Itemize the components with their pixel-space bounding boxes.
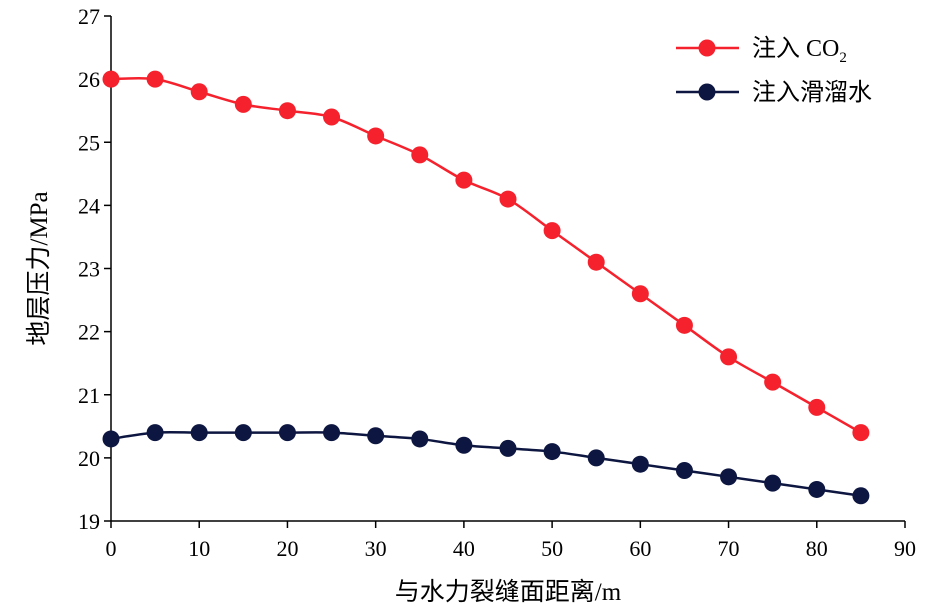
plot-area: 19 20 21 22 23 24 25 26 27 0 10 20 30 40 50 60 70 80 90 — [78, 4, 916, 561]
legend-subscript: 2 — [839, 50, 847, 66]
x-tick-label: 10 — [188, 536, 210, 561]
data-point — [852, 487, 870, 505]
data-point — [675, 462, 693, 479]
data-point — [543, 443, 561, 461]
data-point — [764, 373, 782, 391]
x-tick-label: 70 — [718, 536, 740, 561]
data-point — [543, 222, 561, 240]
data-point — [720, 468, 738, 486]
data-point — [587, 449, 605, 467]
data-point — [146, 424, 164, 442]
y-tick-label: 23 — [78, 257, 100, 282]
data-point — [455, 171, 473, 189]
y-tick-label: 22 — [78, 320, 100, 345]
data-point — [411, 430, 429, 448]
data-point — [190, 424, 208, 442]
data-point — [367, 127, 385, 145]
x-tick-label: 30 — [365, 536, 387, 561]
data-point — [234, 424, 252, 442]
data-point — [102, 70, 120, 88]
data-point — [631, 455, 649, 473]
y-tick-label: 19 — [78, 509, 100, 534]
data-point — [102, 430, 120, 448]
data-point — [411, 146, 429, 164]
data-point — [234, 95, 252, 113]
data-point — [278, 102, 296, 120]
x-tick-label: 0 — [106, 536, 117, 561]
x-tick-label: 90 — [894, 536, 916, 561]
x-axis-title: 与水力裂缝面距离/m — [395, 578, 622, 606]
data-point — [499, 439, 517, 457]
x-tick-label: 40 — [453, 536, 475, 561]
y-axis-title: 地层压力/MPa — [25, 191, 53, 345]
legend: 注入 CO2 注入滑溜水 — [676, 35, 872, 106]
data-point — [720, 348, 738, 366]
y-tick-label: 21 — [78, 383, 100, 408]
y-tick-label: 26 — [78, 67, 100, 92]
data-point — [146, 70, 164, 88]
x-tick-label: 60 — [629, 536, 651, 561]
data-point — [631, 285, 649, 303]
data-point — [190, 83, 208, 101]
legend-marker — [698, 39, 716, 57]
series-line-1 — [110, 76, 862, 434]
data-point — [764, 474, 782, 492]
y-tick-label: 25 — [78, 130, 100, 155]
series-line-2 — [110, 430, 862, 497]
legend-marker — [698, 83, 716, 101]
legend-label: 注入 CO2 — [752, 35, 847, 66]
data-point — [675, 316, 693, 334]
x-tick-label: 20 — [276, 536, 298, 561]
x-tick-label: 80 — [806, 536, 828, 561]
y-tick-label: 27 — [78, 4, 100, 29]
x-tick-label: 50 — [541, 536, 563, 561]
data-point — [587, 253, 605, 271]
series-group — [102, 70, 870, 505]
data-point — [323, 424, 341, 442]
data-point — [808, 480, 826, 498]
data-point — [278, 424, 296, 442]
y-tick-label: 24 — [78, 193, 100, 218]
data-point — [852, 424, 870, 442]
data-point — [499, 190, 517, 208]
y-tick-label: 20 — [78, 446, 100, 471]
data-point — [455, 436, 473, 454]
data-point — [367, 427, 385, 445]
data-point — [808, 398, 826, 416]
legend-label: 注入滑溜水 — [752, 79, 872, 106]
data-point — [323, 108, 341, 126]
